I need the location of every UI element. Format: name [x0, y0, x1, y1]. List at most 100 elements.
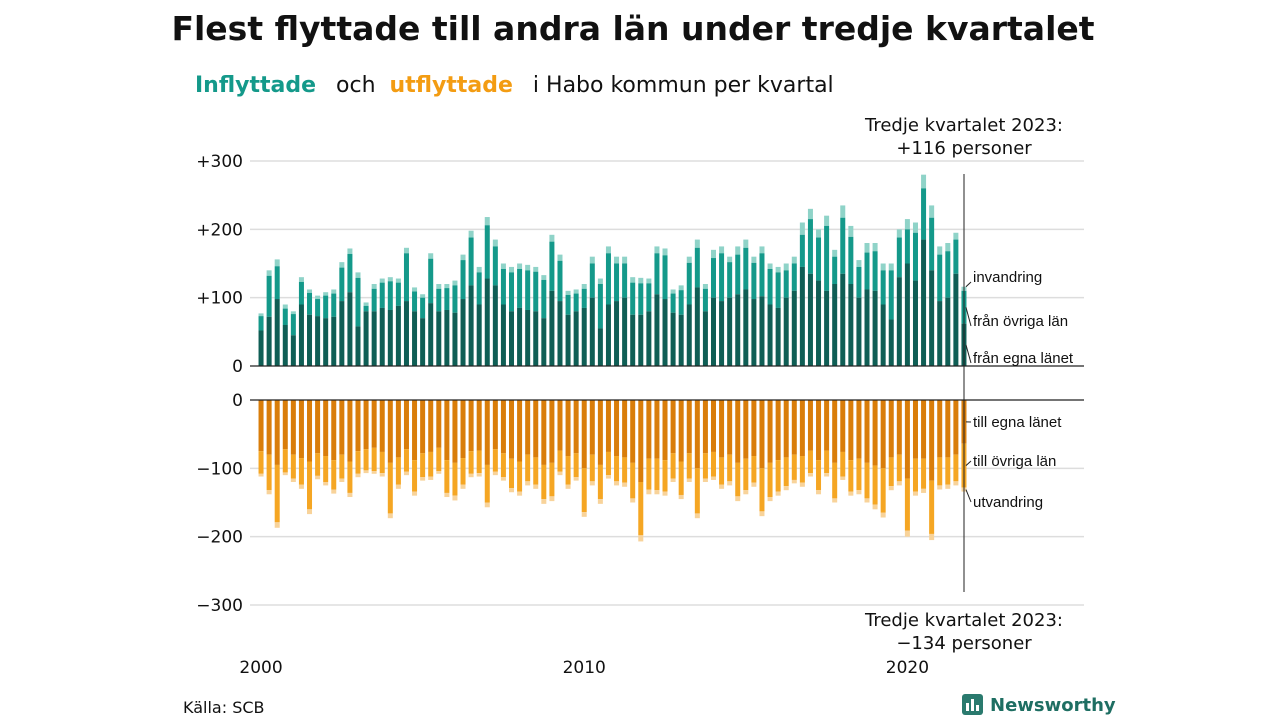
inflow-bar-immigration — [549, 234, 555, 242]
outflow-bar-own-county — [937, 400, 943, 458]
inflow-bar-other-counties — [646, 283, 652, 312]
inflow-bar-own-county — [298, 304, 304, 366]
inflow-bar-own-county — [492, 285, 498, 366]
outflow-bar-other-counties — [500, 453, 506, 478]
outflow-bar-other-counties — [315, 453, 321, 476]
inflow-bar-immigration — [363, 302, 369, 306]
outflow-bar-emigration — [363, 470, 369, 474]
outflow-bar-other-counties — [727, 454, 733, 482]
inflow-bar-other-counties — [694, 247, 700, 288]
annotation-bottom-line2: −134 personer — [896, 633, 1032, 654]
inflow-bar-immigration — [492, 239, 498, 247]
outflow-bar-other-counties — [307, 461, 313, 510]
inflow-bar-own-county — [816, 280, 822, 366]
inflow-bar-immigration — [476, 266, 482, 273]
inflow-bar-other-counties — [452, 285, 458, 313]
inflow-bar-other-counties — [347, 253, 353, 293]
inflow-bar-other-counties — [929, 217, 935, 271]
inflow-bar-immigration — [589, 256, 595, 264]
outflow-bar-emigration — [298, 484, 304, 489]
inflow-bar-own-county — [565, 314, 571, 366]
outflow-bar-own-county — [646, 400, 652, 459]
outflow-bar-own-county — [525, 400, 531, 455]
inflow-bar-other-counties — [888, 270, 894, 320]
outflow-bar-own-county — [347, 400, 353, 462]
inflow-bar-own-county — [517, 307, 523, 366]
inflow-bar-other-counties — [710, 258, 716, 298]
inflow-bar-other-counties — [638, 283, 644, 315]
outflow-bar-other-counties — [597, 464, 603, 500]
inflow-bar-other-counties — [767, 268, 773, 305]
inflow-bar-other-counties — [743, 247, 749, 290]
subtitle-rest: i Habo kommun per kvartal — [533, 73, 834, 98]
outflow-bar-emigration — [630, 498, 636, 503]
outflow-bar-own-county — [290, 400, 296, 455]
annotation-bottom-line1: Tredje kvartalet 2023: — [864, 610, 1063, 631]
inflow-bar-immigration — [331, 289, 337, 294]
inflow-bar-other-counties — [912, 232, 918, 281]
outflow-bar-emigration — [896, 481, 902, 486]
inflow-bar-other-counties — [807, 219, 813, 274]
inflow-bar-immigration — [339, 262, 345, 268]
outflow-bar-emigration — [816, 490, 822, 495]
outflow-bar-emigration — [622, 482, 628, 487]
outflow-bar-emigration — [912, 491, 918, 496]
outflow-bar-emigration — [460, 484, 466, 489]
inflow-bar-immigration — [702, 284, 708, 289]
inflow-bar-own-county — [953, 273, 959, 366]
outflow-bar-other-counties — [460, 458, 466, 485]
outflow-bar-emigration — [533, 484, 539, 489]
outflow-bar-emigration — [799, 482, 805, 487]
outflow-bar-other-counties — [678, 461, 684, 495]
inflow-bar-immigration — [509, 266, 515, 273]
outflow-bar-emigration — [436, 471, 442, 474]
inflow-bar-own-county — [379, 307, 385, 366]
outflow-bar-own-county — [662, 400, 668, 461]
annotation-top-line2: +116 personer — [896, 138, 1032, 159]
outflow-bar-emigration — [339, 478, 345, 482]
outflow-bar-emigration — [307, 509, 313, 515]
outflow-bar-other-counties — [783, 457, 789, 487]
outflow-bar-own-county — [694, 400, 700, 469]
inflow-bar-own-county — [759, 296, 765, 366]
inflow-bar-immigration — [274, 259, 280, 267]
outflow-bar-other-counties — [856, 458, 862, 491]
series-labels: invandring från övriga län från egna länet… — [965, 269, 1074, 511]
inflow-bar-own-county — [614, 301, 620, 366]
inflow-bar-own-county — [420, 318, 426, 366]
outflow-bar-own-county — [557, 400, 563, 451]
outflow-bar-own-county — [379, 400, 385, 452]
outflow-bar-other-counties — [549, 462, 555, 497]
outflow-bar-other-counties — [436, 447, 442, 472]
outflow-bar-emigration — [775, 491, 781, 496]
inflow-bar-other-counties — [371, 288, 377, 312]
y-tick-label: 0 — [232, 357, 243, 377]
outflow-bar-emigration — [355, 473, 361, 478]
outflow-bar-other-counties — [791, 454, 797, 480]
inflow-bar-other-counties — [274, 266, 280, 300]
outflow-bar-other-counties — [880, 468, 886, 513]
inflow-bar-other-counties — [719, 253, 725, 302]
inflow-bar-own-county — [904, 263, 910, 366]
inflow-bar-other-counties — [783, 270, 789, 298]
inflow-bar-other-counties — [533, 271, 539, 312]
inflow-bar-own-county — [403, 301, 409, 366]
inflow-bar-own-county — [824, 290, 830, 366]
outflow-bar-emigration — [694, 513, 700, 519]
inflow-bar-other-counties — [460, 260, 466, 300]
inflow-bar-immigration — [743, 239, 749, 248]
outflow-bar-other-counties — [767, 462, 773, 498]
outflow-bar-other-counties — [864, 462, 870, 499]
inflow-bar-immigration — [678, 285, 684, 291]
outflow-bar-emigration — [468, 473, 474, 478]
inflow-bar-immigration — [953, 232, 959, 240]
outflow-bar-own-county — [444, 400, 450, 461]
inflow-bar-other-counties — [840, 217, 846, 274]
inflow-bar-immigration — [735, 246, 741, 255]
inflow-bar-immigration — [452, 280, 458, 286]
outflow-bar-emigration — [743, 490, 749, 495]
outflow-bar-emigration — [581, 512, 587, 517]
inflow-bar-immigration — [727, 256, 733, 263]
outflow-bar-own-county — [274, 400, 280, 465]
